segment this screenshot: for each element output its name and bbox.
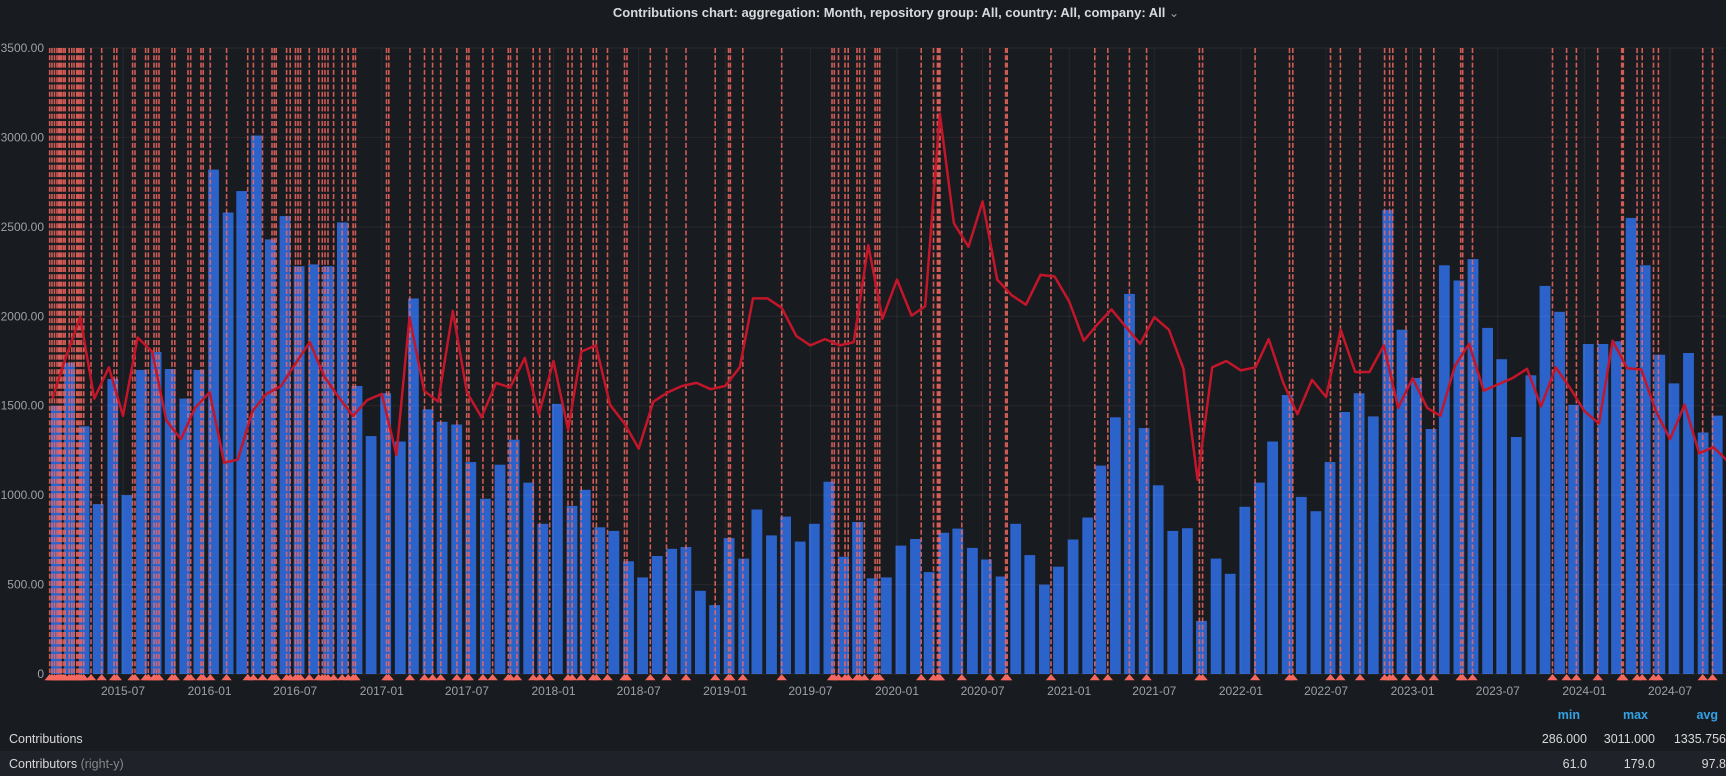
- svg-text:2022-07: 2022-07: [1304, 684, 1348, 698]
- svg-text:2024-01: 2024-01: [1562, 684, 1606, 698]
- svg-text:500.00: 500.00: [7, 578, 44, 592]
- svg-text:2018-01: 2018-01: [531, 684, 575, 698]
- svg-text:2020-01: 2020-01: [875, 684, 919, 698]
- svg-text:2023-07: 2023-07: [1476, 684, 1520, 698]
- svg-text:3000.00: 3000.00: [1, 130, 45, 144]
- svg-text:2022-01: 2022-01: [1219, 684, 1263, 698]
- svg-text:1000.00: 1000.00: [1, 488, 45, 502]
- svg-text:2020-07: 2020-07: [961, 684, 1005, 698]
- svg-text:2000.00: 2000.00: [1, 309, 45, 323]
- svg-text:0: 0: [37, 667, 44, 681]
- svg-text:3500.00: 3500.00: [1, 41, 45, 55]
- svg-text:2017-01: 2017-01: [360, 684, 404, 698]
- svg-text:2016-07: 2016-07: [273, 684, 317, 698]
- svg-text:1500.00: 1500.00: [1, 399, 45, 413]
- svg-text:2019-01: 2019-01: [703, 684, 747, 698]
- svg-text:2021-07: 2021-07: [1132, 684, 1176, 698]
- svg-text:2019-07: 2019-07: [788, 684, 832, 698]
- svg-text:2023-01: 2023-01: [1391, 684, 1435, 698]
- svg-text:2021-01: 2021-01: [1047, 684, 1091, 698]
- svg-text:2017-07: 2017-07: [445, 684, 489, 698]
- svg-text:2015-07: 2015-07: [101, 684, 145, 698]
- svg-text:2024-07: 2024-07: [1648, 684, 1692, 698]
- svg-text:2016-01: 2016-01: [188, 684, 232, 698]
- svg-text:2018-07: 2018-07: [617, 684, 661, 698]
- svg-text:2500.00: 2500.00: [1, 220, 45, 234]
